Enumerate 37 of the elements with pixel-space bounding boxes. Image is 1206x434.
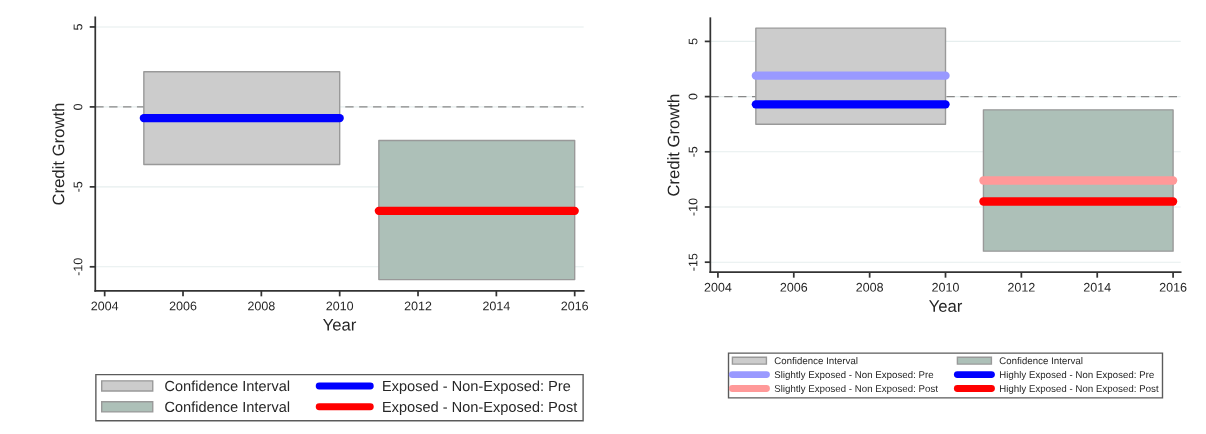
x-tick-label: 2008: [856, 282, 883, 292]
y-tick-label: -5: [688, 146, 698, 157]
legend-label: Confidence Interval: [165, 401, 290, 413]
x-tick-label: 2006: [169, 301, 197, 311]
y-tick-label: -10: [73, 258, 83, 276]
legend-label: Confidence Interval: [774, 357, 858, 365]
y-tick-label: -15: [688, 253, 698, 271]
legend-label: Slightly Exposed - Non Exposed: Post: [774, 384, 938, 394]
x-tick-label: 2004: [91, 301, 119, 311]
x-tick-label: 2012: [404, 301, 432, 311]
y-axis-title: Credit Growth: [667, 94, 680, 196]
x-tick-label: 2004: [704, 282, 732, 292]
y-tick-label: 5: [73, 24, 83, 30]
y-tick-label: 0: [73, 103, 83, 110]
y-axis-title: Credit Growth: [52, 103, 65, 205]
legend-label: Confidence Interval: [999, 357, 1083, 365]
x-axis-title: Year: [323, 319, 357, 331]
x-tick-label: 2006: [780, 282, 808, 292]
legend-label: Highly Exposed - Non Exposed: Pre: [999, 370, 1154, 381]
legend-label: Exposed - Non-Exposed: Pre: [383, 380, 571, 395]
x-tick-label: 2016: [1159, 282, 1187, 292]
y-tick-label: -5: [73, 181, 83, 192]
legend-label: Highly Exposed - Non Exposed: Post: [999, 384, 1159, 394]
x-tick-label: 2008: [248, 301, 275, 311]
x-tick-label: 2016: [561, 301, 589, 311]
y-tick-label: 0: [688, 93, 698, 100]
y-tick-label: -10: [688, 198, 698, 216]
x-tick-label: 2010: [932, 282, 959, 292]
x-tick-label: 2010: [326, 301, 354, 311]
x-tick-label: 2014: [483, 301, 510, 311]
x-tick-label: 2012: [1008, 282, 1035, 292]
legend-label: Slightly Exposed - Non Exposed: Pre: [774, 370, 934, 381]
x-axis-title: Year: [929, 300, 963, 312]
y-tick-label: 5: [688, 38, 698, 45]
legend-label: Confidence Interval: [165, 380, 290, 392]
x-tick-label: 2014: [1083, 282, 1111, 292]
legend-label: Exposed - Non-Exposed: Post: [383, 401, 578, 415]
